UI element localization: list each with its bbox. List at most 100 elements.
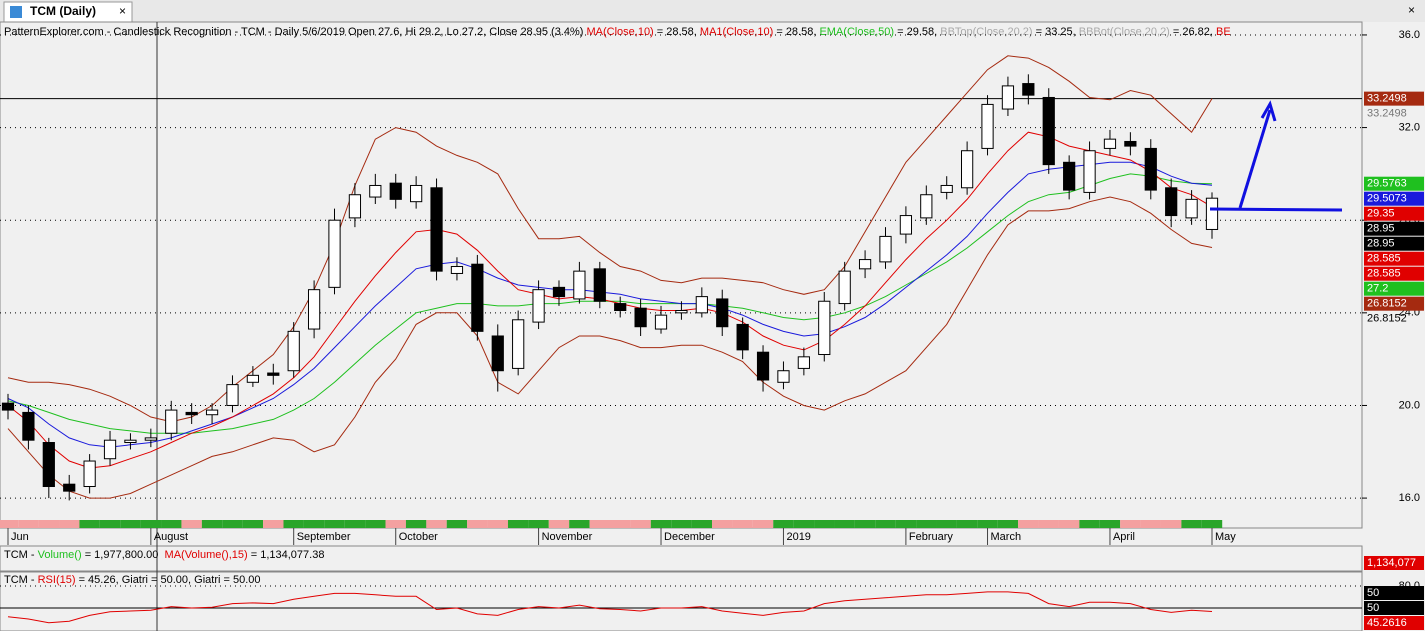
price-tag-label: 45.2616 [1367, 617, 1407, 629]
price-tag-label: 33.2498 [1367, 108, 1407, 120]
y-tick-label: 16.0 [1399, 492, 1420, 504]
trend-strip [814, 520, 835, 528]
legend: PatternExplorer.com - Candlestick Recogn… [4, 26, 1231, 38]
trend-strip [732, 520, 753, 528]
price-tag [1364, 236, 1424, 251]
candle-body [83, 460, 96, 488]
candle-body [532, 289, 545, 323]
candle-body [1001, 85, 1015, 110]
price-tag-label: 29.5073 [1367, 193, 1407, 205]
window-close[interactable]: × [1408, 3, 1415, 17]
trend-strip [854, 520, 876, 528]
trend-strip [59, 520, 80, 528]
trend-strip [671, 520, 692, 528]
candle-body [573, 270, 586, 300]
rsi-panel [0, 571, 1363, 631]
price-tag [1364, 281, 1424, 296]
trend-strip [1099, 520, 1121, 528]
legend-entry: = 1,134,077.38 [248, 549, 325, 561]
legend-entry: MA(Volume(),15) [165, 549, 248, 561]
candle-body [1124, 140, 1137, 147]
tab-title: TCM (Daily) [30, 4, 96, 18]
price-tag [1364, 296, 1424, 311]
candle-body [1022, 83, 1035, 96]
candle-body [1042, 96, 1055, 166]
x-tick-label: October [399, 531, 438, 543]
price-tag-label: 33.2498 [1367, 93, 1407, 105]
candle-body [430, 187, 443, 272]
trend-strip [752, 520, 774, 528]
trend-strip [1018, 520, 1039, 528]
volume-tag [1364, 556, 1424, 570]
x-tick-label: Jun [11, 531, 29, 543]
legend-entry: = 29.58, [894, 26, 940, 38]
price-tag [1364, 221, 1424, 236]
trend-strip [365, 520, 386, 528]
trend-strip [712, 520, 733, 528]
trend-strip [630, 520, 651, 528]
candle-body [940, 184, 953, 193]
candle-body [552, 286, 566, 298]
legend-entry: TCM - [4, 574, 38, 586]
candle-body [899, 215, 913, 235]
trend-strip [507, 520, 529, 528]
trend-strip [120, 520, 141, 528]
candle-body [205, 409, 219, 416]
candle-body [1185, 198, 1198, 219]
price-tag [1364, 91, 1424, 106]
candle-body [1103, 138, 1117, 149]
trend-strip [0, 520, 19, 528]
trend-strip [1058, 520, 1080, 528]
trend-strip [569, 520, 590, 528]
tab-icon [10, 6, 22, 18]
candle-body [42, 442, 55, 488]
legend-entry: = 33.25, [1033, 26, 1079, 38]
trend-strip [916, 520, 937, 528]
candle-body [369, 184, 382, 198]
candle-body [736, 323, 749, 351]
candle-body [797, 356, 810, 369]
trend-strip [1079, 520, 1100, 528]
candle-body [307, 289, 321, 330]
legend-entry: MA1(Close,10) [700, 26, 773, 38]
price-tag-label: 26.8152 [1367, 313, 1407, 325]
volume-tag-label: 1,134,077 [1367, 557, 1416, 569]
trend-strip [18, 520, 39, 528]
legend: TCM - Volume() = 1,977,800.00 MA(Volume(… [4, 549, 324, 561]
trend-strip [405, 520, 427, 528]
x-tick-label: August [154, 531, 188, 543]
trend-strip [38, 520, 60, 528]
legend-entry: = 45.26, Giatri = 50.00, Giatri = 50.00 [76, 574, 261, 586]
price-tag-label: 50 [1367, 587, 1379, 599]
trend-strip [1181, 520, 1202, 528]
candle-body [63, 483, 76, 492]
candle-body [695, 296, 708, 314]
indicator-line [7, 196, 1213, 499]
trend-strip [140, 520, 162, 528]
trend-strip [467, 520, 488, 528]
price-tag [1364, 251, 1424, 266]
trend-strip [977, 520, 998, 528]
trend-strip [793, 520, 815, 528]
price-tag [1364, 176, 1424, 191]
candle-body [777, 370, 790, 383]
trend-strip [997, 520, 1019, 528]
x-tick-label: December [664, 531, 715, 543]
candle-body [818, 300, 831, 356]
legend-entry: EMA(Close,50) [819, 26, 894, 38]
candle-body [879, 235, 892, 263]
tab-close[interactable]: × [119, 4, 126, 18]
legend-entry: Volume() [38, 549, 82, 561]
candle-body [348, 194, 362, 219]
price-tag [1364, 601, 1424, 615]
x-tick-label: April [1113, 531, 1135, 543]
trend-strip [426, 520, 447, 528]
legend-entry: MA(Close,10) [586, 26, 653, 38]
candle-body [614, 303, 627, 312]
arrow-head [1260, 100, 1277, 122]
x-tick-label: February [909, 531, 954, 543]
candle-body [1063, 161, 1076, 191]
candle-body [1144, 147, 1157, 191]
candle-body [103, 439, 117, 460]
price-panel [0, 21, 1363, 529]
